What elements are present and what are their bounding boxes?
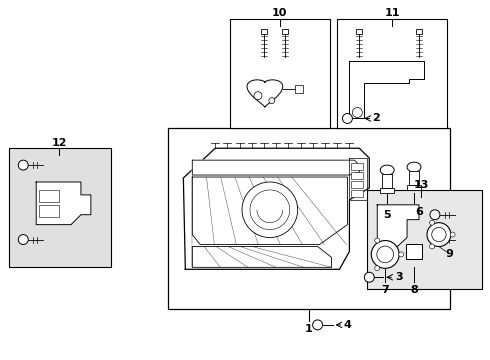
Bar [169,129,450,309]
Bar [409,171,419,185]
Bar [282,29,288,34]
Ellipse shape [380,165,394,175]
Circle shape [18,160,28,170]
Circle shape [399,252,404,257]
Circle shape [432,228,446,242]
Text: 10: 10 [272,8,288,18]
Bar [351,163,363,170]
Bar [380,188,394,193]
Polygon shape [36,182,91,225]
Text: 11: 11 [385,8,400,18]
Bar [351,172,363,179]
Bar [39,205,59,217]
Polygon shape [247,80,283,107]
Circle shape [385,242,393,249]
Circle shape [371,240,399,268]
Bar [338,19,447,129]
Text: 5: 5 [383,210,391,220]
Circle shape [427,223,451,247]
Text: 4: 4 [343,320,351,330]
Bar [407,185,421,190]
Bar [261,29,267,34]
Circle shape [250,190,290,230]
Bar [294,85,303,93]
Circle shape [242,182,298,238]
Text: 3: 3 [395,272,403,282]
Ellipse shape [407,162,421,172]
Polygon shape [192,247,332,267]
Bar [351,181,363,188]
Text: 9: 9 [445,249,453,260]
Circle shape [377,246,393,263]
Text: 1: 1 [305,324,313,334]
Circle shape [313,320,322,330]
Circle shape [352,108,362,117]
Text: 2: 2 [372,113,380,123]
Bar [368,190,482,289]
Circle shape [254,92,262,100]
Bar [416,29,422,34]
Circle shape [430,210,440,220]
Circle shape [430,235,440,244]
Circle shape [269,98,275,104]
Circle shape [343,113,352,123]
Polygon shape [349,61,424,118]
Bar [39,190,59,202]
Bar [9,148,111,267]
Text: 12: 12 [51,138,67,148]
Bar [230,19,329,129]
Bar [382,174,392,188]
Text: 13: 13 [413,180,429,190]
Circle shape [375,266,380,271]
Circle shape [430,220,435,225]
Polygon shape [192,177,347,244]
Circle shape [375,238,380,243]
Circle shape [430,244,435,249]
Text: 8: 8 [410,285,418,295]
Text: 6: 6 [415,207,423,217]
Bar [356,29,362,34]
Bar [351,190,363,197]
Polygon shape [192,160,359,175]
Polygon shape [183,148,369,269]
Text: 7: 7 [381,285,389,295]
Circle shape [18,235,28,244]
Circle shape [450,232,455,237]
Polygon shape [377,205,419,249]
Circle shape [365,272,374,282]
Bar [406,243,422,260]
